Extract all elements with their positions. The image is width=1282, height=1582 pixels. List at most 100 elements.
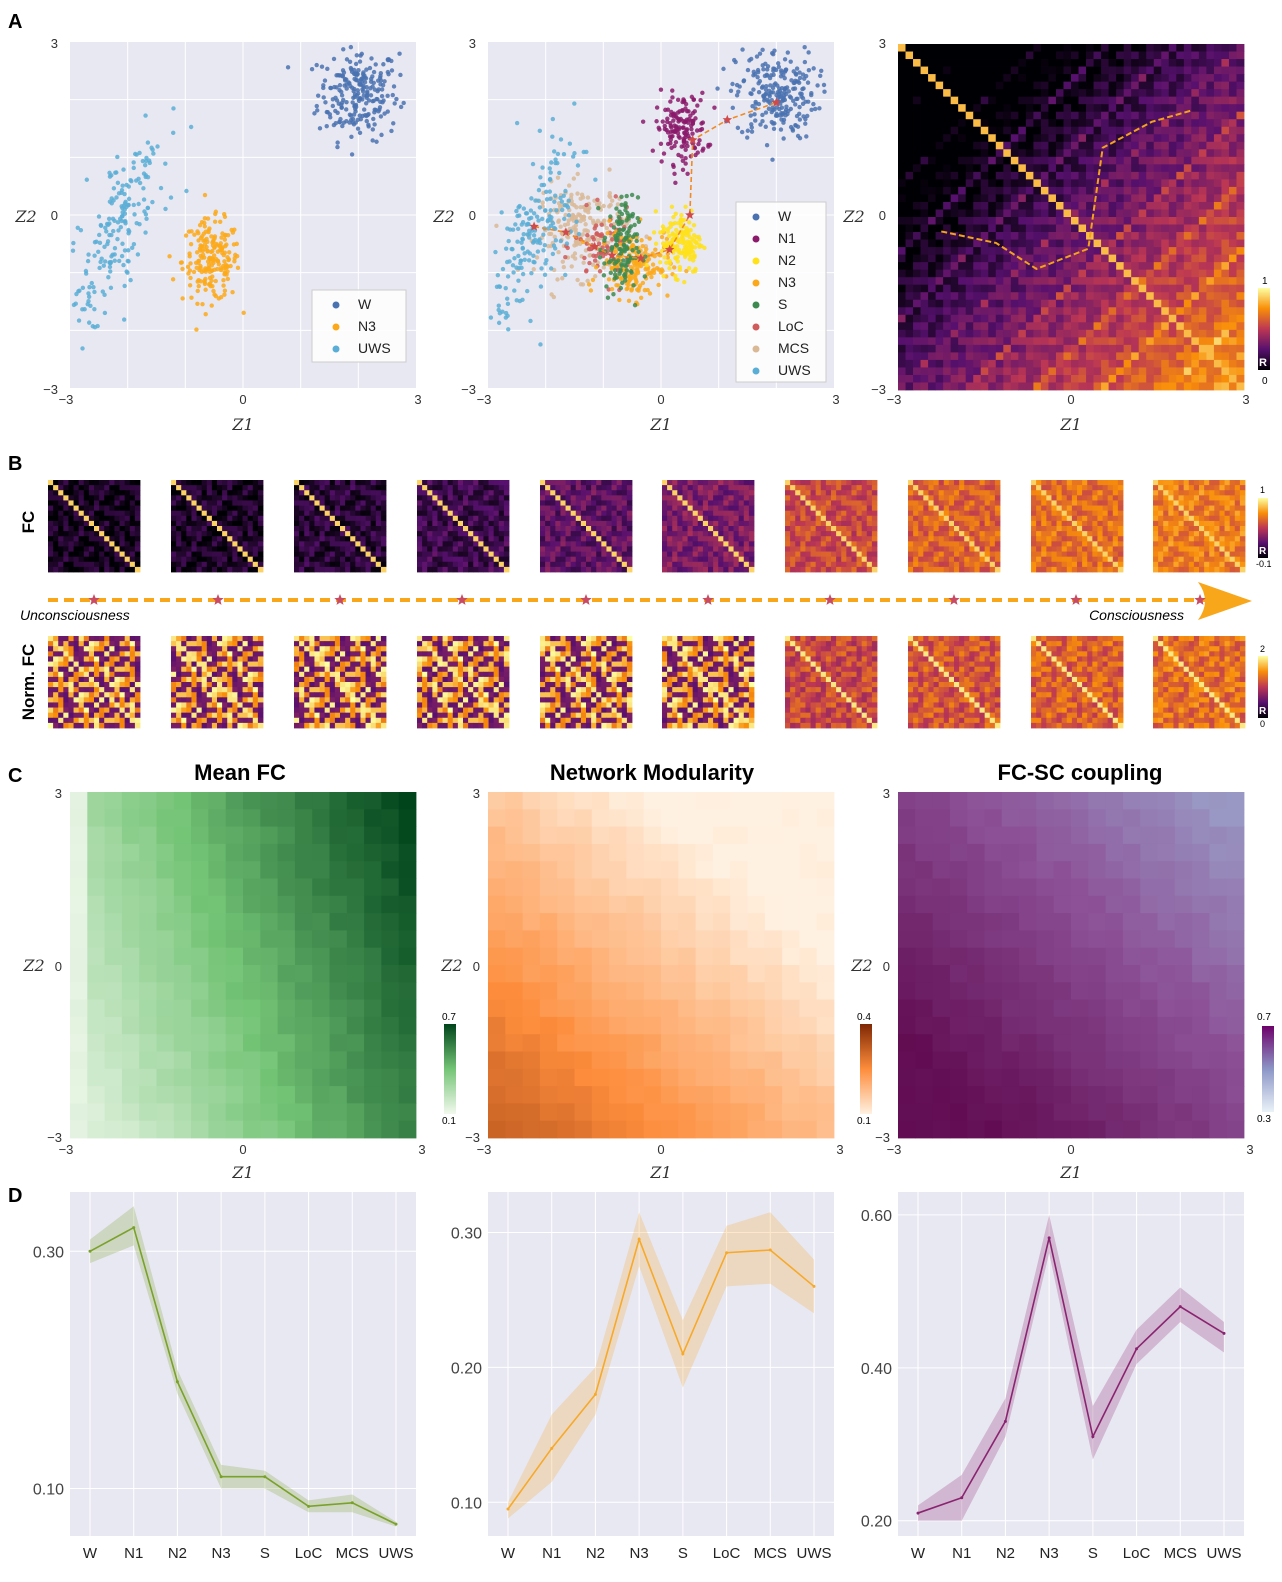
matrix-cell [898, 232, 906, 240]
fc-matrix-cell [222, 480, 228, 486]
matrix-cell [1138, 239, 1147, 248]
matrix-cell [935, 367, 944, 376]
matrix-cell [1221, 269, 1230, 278]
matrix-cell [1025, 329, 1034, 338]
fc-matrix-cell [252, 515, 259, 522]
matrix-cell [1236, 141, 1245, 150]
fc-matrix-cell [355, 505, 361, 512]
matrix-cell [980, 247, 989, 256]
matrix-cell [1183, 247, 1192, 256]
fc-matrix-cell [83, 520, 90, 527]
fc-matrix-cell [78, 515, 85, 522]
matrix-cell [905, 81, 914, 90]
fc-matrix-cell [329, 490, 336, 496]
matrix-cell [1078, 179, 1087, 188]
fc-matrix-cell [48, 531, 54, 537]
point-n1 [663, 107, 668, 113]
point-w [811, 101, 816, 107]
matrix-cell [1108, 374, 1117, 383]
fc-matrix-cell [109, 500, 115, 506]
fc-matrix-cell [350, 500, 356, 506]
point-n3 [640, 280, 646, 286]
fc-matrix-cell [211, 551, 218, 558]
fc-matrix-cell [345, 510, 351, 517]
matrix-cell [1063, 284, 1072, 293]
matrix-cell [1101, 81, 1110, 90]
fc-matrix-cell [78, 495, 85, 501]
point-n3 [221, 252, 226, 258]
point-uws [122, 283, 127, 289]
point-uws [115, 154, 120, 160]
matrix-cell [1033, 209, 1042, 218]
point-uws [572, 101, 577, 106]
fc-matrix-cell [201, 536, 208, 542]
fc-matrix-cell [109, 510, 115, 517]
matrix-cell [958, 96, 967, 105]
matrix-cell [935, 262, 944, 271]
matrix-cell [1101, 224, 1110, 233]
point-w [796, 80, 802, 86]
point-n3 [207, 281, 213, 286]
matrix-cell [1025, 149, 1034, 158]
matrix-cell [1086, 44, 1094, 52]
matrix-cell [1206, 232, 1215, 240]
matrix-cell [1055, 269, 1064, 278]
matrix-cell [1116, 352, 1125, 361]
fc-matrix-cell [252, 561, 259, 568]
fc-matrix-cell [350, 480, 356, 486]
matrix-cell [943, 269, 952, 278]
matrix-cell [1191, 164, 1200, 173]
matrix-cell [1055, 44, 1064, 52]
matrix-cell [1183, 277, 1192, 286]
point-n2 [653, 209, 658, 214]
fc-matrix-cell [252, 551, 259, 558]
matrix-cell [1146, 367, 1155, 376]
matrix-cell [920, 74, 929, 83]
point-n2 [670, 221, 676, 227]
matrix-cell [1048, 254, 1057, 263]
matrix-cell [973, 96, 982, 105]
fc-matrix-cell [114, 531, 120, 537]
point-w [809, 107, 814, 112]
matrix-cell [1183, 74, 1192, 83]
fc-matrix-cell [314, 531, 320, 537]
point-uws [531, 233, 537, 238]
matrix-cell [1108, 51, 1117, 60]
point-uws [171, 106, 176, 111]
matrix-cell [913, 156, 921, 165]
point-w [355, 91, 361, 96]
point-uws [76, 318, 82, 323]
fc-matrix-cell [83, 490, 90, 496]
matrix-cell [928, 224, 937, 233]
fc-matrix-cell [63, 526, 69, 532]
matrix-cell [1236, 194, 1245, 203]
matrix-cell [965, 179, 974, 188]
point-w [797, 75, 803, 81]
fc-matrix-cell [294, 536, 300, 542]
fc-matrix-cell [99, 546, 105, 552]
point-n2 [683, 204, 688, 209]
matrix-cell [1025, 292, 1034, 301]
point-uws [572, 151, 577, 156]
matrix-cell [980, 374, 989, 383]
point-w [365, 89, 370, 94]
matrix-cell [1183, 119, 1192, 128]
point-n2 [682, 244, 688, 250]
fc-matrix-cell [380, 531, 387, 537]
matrix-cell [1101, 307, 1110, 316]
fc-matrix-cell [340, 536, 346, 542]
matrix-cell [1236, 284, 1245, 293]
point-w [401, 100, 406, 106]
matrix-cell [920, 89, 929, 98]
matrix-cell [1108, 74, 1117, 83]
point-w [325, 66, 330, 72]
point-mcs [575, 171, 580, 177]
fc-matrix-cell [237, 485, 243, 491]
fc-matrix-cell [109, 526, 115, 532]
matrix-cell [898, 59, 906, 67]
matrix-cell [1146, 141, 1155, 150]
point-n1 [689, 126, 694, 132]
fc-matrix-cell [119, 526, 126, 532]
fc-matrix-cell [350, 510, 356, 517]
